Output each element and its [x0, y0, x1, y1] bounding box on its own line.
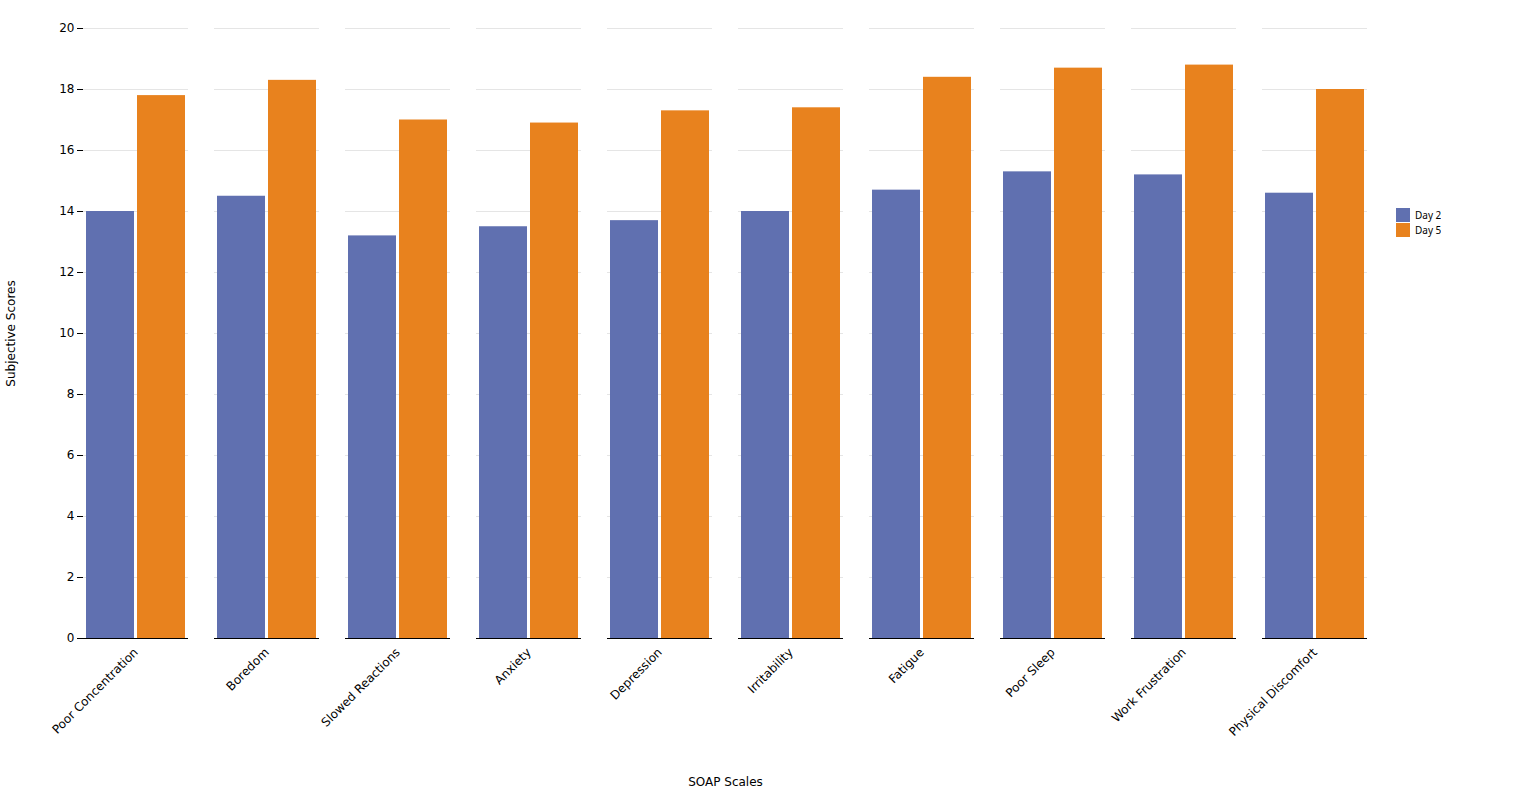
- svg-text:Work Frustration: Work Frustration: [1109, 645, 1189, 725]
- svg-text:12: 12: [59, 265, 74, 279]
- svg-text:2: 2: [67, 570, 75, 584]
- svg-text:Fatigue: Fatigue: [886, 645, 927, 686]
- svg-text:Depression: Depression: [608, 645, 665, 702]
- svg-text:10: 10: [59, 326, 74, 340]
- svg-text:Poor Concentration: Poor Concentration: [50, 645, 141, 736]
- svg-text:Physical Discomfort: Physical Discomfort: [1226, 645, 1320, 739]
- svg-text:Subjective Scores: Subjective Scores: [4, 280, 18, 386]
- svg-text:Anxiety: Anxiety: [492, 645, 534, 687]
- svg-text:8: 8: [67, 387, 75, 401]
- svg-text:Poor Sleep: Poor Sleep: [1003, 645, 1058, 700]
- svg-text:0: 0: [67, 631, 75, 645]
- html-text:Day 2: Day 2: [1415, 208, 1442, 222]
- svg-text:16: 16: [59, 143, 74, 157]
- svg-text:14: 14: [59, 204, 74, 218]
- svg-text:20: 20: [59, 21, 74, 35]
- svg-text:SOAP Scales: SOAP Scales: [688, 775, 763, 789]
- svg-text:Boredom: Boredom: [224, 645, 272, 693]
- svg-text:Irritability: Irritability: [745, 645, 796, 696]
- svg-text:4: 4: [67, 509, 75, 523]
- svg-text:6: 6: [67, 448, 75, 462]
- svg-text:Slowed Reactions: Slowed Reactions: [318, 645, 402, 729]
- svg-text:18: 18: [59, 82, 74, 96]
- html-text:Day 5: Day 5: [1415, 223, 1442, 237]
